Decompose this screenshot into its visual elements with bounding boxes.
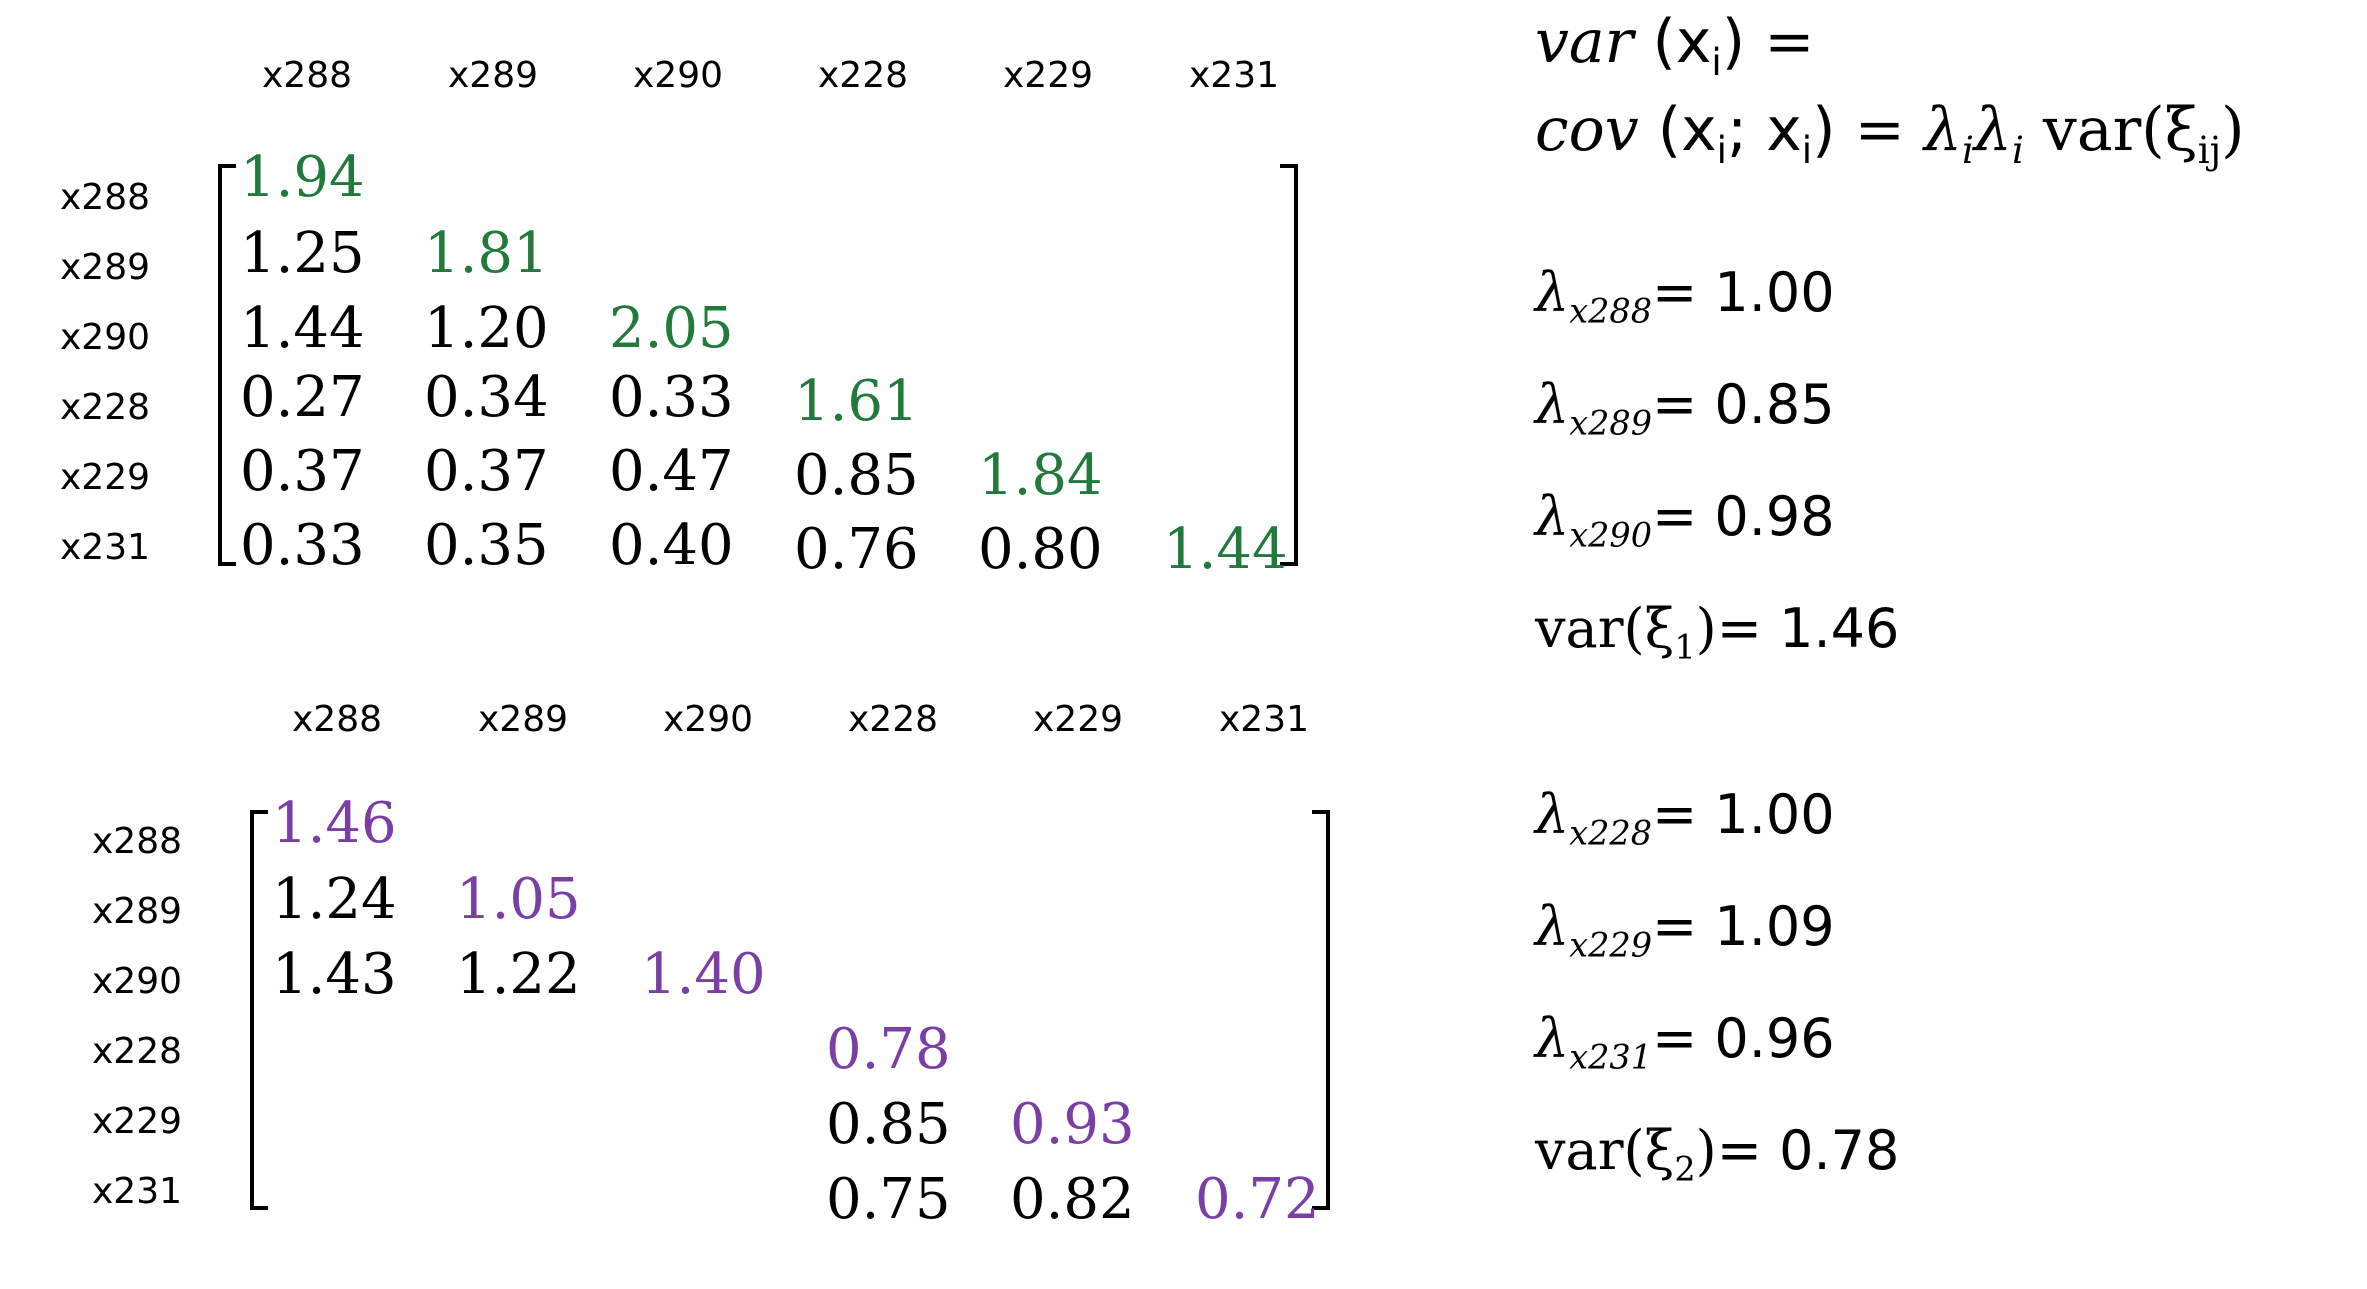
bottom-row-header: x229 [92, 1101, 183, 1142]
factor2-lambda-x228: λx228= 1.00 [1535, 783, 1835, 853]
bottom-col-header: x290 [663, 699, 754, 740]
top-row-header: x289 [60, 247, 151, 288]
formula-cov-arg: (xi; xi) [1657, 95, 1836, 173]
top-col-header: x228 [818, 55, 909, 96]
bottom-cell: 0.93 [1010, 1092, 1135, 1157]
formula-line-1: var (xi) = [1535, 12, 1814, 81]
top-cell: 1.81 [424, 221, 549, 286]
bottom-right-bracket [1312, 810, 1330, 1210]
factor1-lambda-x290: λx290= 0.98 [1535, 485, 1835, 555]
top-cell: 0.47 [609, 439, 734, 504]
bottom-cell: 0.85 [826, 1092, 951, 1157]
formula-cov-func: cov [1535, 95, 1639, 165]
factor2-lambda-x229: λx229= 1.09 [1535, 895, 1835, 965]
bottom-col-header: x288 [292, 699, 383, 740]
factor1-lambda-x289: λx289= 0.85 [1535, 373, 1835, 443]
top-col-header: x231 [1189, 55, 1280, 96]
bottom-cell: 1.24 [272, 867, 397, 932]
top-row-header: x288 [60, 177, 151, 218]
bottom-row-header: x289 [92, 891, 183, 932]
bottom-col-header: x228 [848, 699, 939, 740]
formula-equals: = [1764, 7, 1815, 77]
top-row-header: x231 [60, 527, 151, 568]
bottom-row-header: x231 [92, 1171, 183, 1212]
bottom-cell: 1.05 [456, 867, 581, 932]
top-row-header: x229 [60, 457, 151, 498]
factor1-variance: var(ξ1)= 1.46 [1535, 597, 1900, 667]
bottom-col-header: x229 [1033, 699, 1124, 740]
top-col-header: x290 [633, 55, 724, 96]
top-row-header: x228 [60, 387, 151, 428]
top-cell: 1.44 [1163, 517, 1288, 582]
top-cell: 2.05 [609, 296, 734, 361]
top-left-bracket [218, 164, 236, 566]
top-cell: 0.33 [240, 513, 365, 578]
formula-var-xi: var(ξij) [2042, 95, 2245, 173]
top-cell: 0.76 [794, 517, 919, 582]
formula-arg: (xi) [1652, 7, 1746, 85]
bottom-row-header: x288 [92, 821, 183, 862]
factor1-lambda-x288: λx288= 1.00 [1535, 261, 1835, 331]
top-cell: 1.20 [424, 296, 549, 361]
top-cell: 0.40 [609, 513, 734, 578]
factor2-variance: var(ξ2)= 0.78 [1535, 1119, 1900, 1189]
factor2-lambda-x231: λx231= 0.96 [1535, 1007, 1835, 1077]
top-cell: 1.61 [794, 369, 919, 434]
top-cell: 0.33 [609, 365, 734, 430]
top-col-header: x229 [1003, 55, 1094, 96]
top-cell: 0.35 [424, 513, 549, 578]
bottom-cell: 0.75 [826, 1167, 951, 1232]
formula-var-func: var [1535, 7, 1634, 77]
bottom-cell: 1.22 [456, 942, 581, 1007]
top-cell: 1.94 [240, 145, 365, 210]
top-cell: 1.44 [240, 296, 365, 361]
bottom-row-header: x228 [92, 1031, 183, 1072]
formula-lambdas: λiλi [1923, 95, 2024, 173]
top-right-bracket [1280, 164, 1298, 566]
bottom-left-bracket [250, 810, 268, 1210]
top-row-header: x290 [60, 317, 151, 358]
top-col-header: x288 [262, 55, 353, 96]
bottom-cell: 1.40 [641, 942, 766, 1007]
formula-equals: = [1854, 95, 1905, 165]
bottom-cell: 0.82 [1010, 1167, 1135, 1232]
formula-line-2: cov (xi; xi) = λiλi var(ξij) [1535, 100, 2245, 169]
bottom-col-header: x231 [1219, 699, 1310, 740]
bottom-cell: 0.78 [826, 1017, 951, 1082]
top-cell: 1.84 [978, 443, 1103, 508]
top-cell: 0.37 [240, 439, 365, 504]
bottom-cell: 1.43 [272, 942, 397, 1007]
bottom-cell: 0.72 [1195, 1167, 1320, 1232]
bottom-cell: 1.46 [272, 791, 397, 856]
bottom-row-header: x290 [92, 961, 183, 1002]
top-cell: 1.25 [240, 221, 365, 286]
top-cell: 0.37 [424, 439, 549, 504]
top-cell: 0.34 [424, 365, 549, 430]
top-cell: 0.85 [794, 443, 919, 508]
top-cell: 0.27 [240, 365, 365, 430]
bottom-col-header: x289 [478, 699, 569, 740]
top-col-header: x289 [448, 55, 539, 96]
top-cell: 0.80 [978, 517, 1103, 582]
